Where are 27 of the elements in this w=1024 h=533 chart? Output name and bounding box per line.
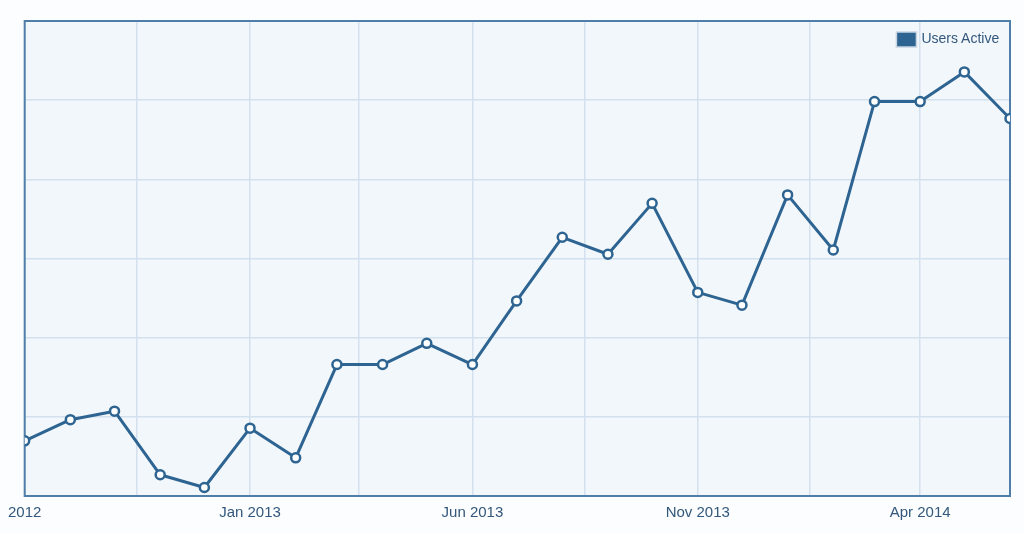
point: [692, 286, 704, 299]
point: [289, 452, 302, 464]
point: [244, 422, 256, 434]
point: [827, 244, 840, 256]
x-tick-label: Apr 2014: [889, 503, 951, 521]
x-tick-label: Jan 2013: [219, 503, 281, 521]
x-tick-label: Jun 2013: [441, 503, 504, 521]
x-tick-label: Nov 2013: [665, 503, 730, 521]
point: [510, 295, 523, 307]
point: [781, 189, 794, 201]
point: [958, 66, 971, 78]
point: [868, 95, 881, 108]
point: [646, 197, 658, 210]
point: [736, 299, 748, 311]
point: [154, 469, 166, 481]
legend-label: Users Active: [921, 30, 1000, 47]
point: [556, 231, 569, 244]
x-tick-label: 2012: [8, 503, 42, 521]
point: [64, 413, 77, 426]
point: [376, 358, 389, 371]
point: [466, 358, 479, 371]
point: [421, 337, 433, 350]
point: [108, 405, 121, 417]
point: [914, 95, 926, 108]
point: [198, 481, 211, 494]
point: [602, 248, 614, 261]
point: [331, 358, 343, 371]
